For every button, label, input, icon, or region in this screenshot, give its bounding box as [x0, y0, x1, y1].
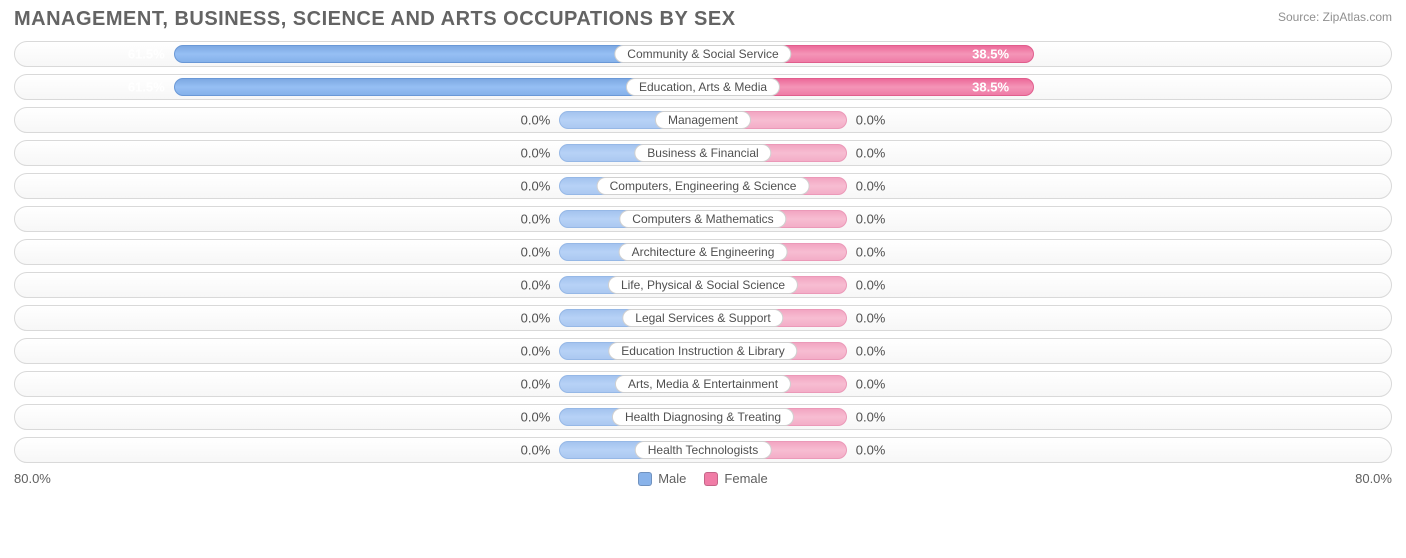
category-label: Computers & Mathematics — [619, 210, 786, 228]
category-label: Education, Arts & Media — [626, 78, 780, 96]
category-label: Health Technologists — [635, 441, 772, 459]
chart-row: 0.0% 0.0% Health Technologists — [14, 437, 1392, 463]
value-female: 0.0% — [856, 410, 886, 425]
category-label: Community & Social Service — [614, 45, 791, 63]
value-male: 0.0% — [521, 410, 551, 425]
chart-rows: 61.5%38.5%Community & Social Service61.5… — [14, 41, 1392, 463]
category-label: Education Instruction & Library — [608, 342, 797, 360]
category-label: Legal Services & Support — [622, 309, 783, 327]
category-label: Architecture & Engineering — [619, 243, 788, 261]
bar-male — [174, 78, 703, 96]
value-female: 0.0% — [856, 212, 886, 227]
legend-male-label: Male — [658, 471, 686, 486]
chart-row: 0.0% 0.0% Architecture & Engineering — [14, 239, 1392, 265]
value-female: 0.0% — [856, 113, 886, 128]
chart-row: 0.0% 0.0% Education Instruction & Library — [14, 338, 1392, 364]
value-female: 0.0% — [856, 245, 886, 260]
value-male: 0.0% — [521, 443, 551, 458]
value-male: 0.0% — [521, 377, 551, 392]
value-male: 0.0% — [521, 146, 551, 161]
chart-row: 0.0% 0.0% Legal Services & Support — [14, 305, 1392, 331]
value-male: 61.5% — [128, 47, 165, 62]
value-female: 38.5% — [972, 47, 1009, 62]
value-male: 0.0% — [521, 212, 551, 227]
swatch-male-icon — [638, 472, 652, 486]
value-female: 0.0% — [856, 443, 886, 458]
value-male: 0.0% — [521, 179, 551, 194]
chart-row: 61.5% 38.5% Education, Arts & Media — [14, 74, 1392, 100]
value-female: 38.5% — [972, 80, 1009, 95]
category-label: Computers, Engineering & Science — [597, 177, 810, 195]
chart-row: 0.0% 0.0% Management — [14, 107, 1392, 133]
value-male: 0.0% — [521, 278, 551, 293]
value-male: 0.0% — [521, 344, 551, 359]
category-label: Life, Physical & Social Science — [608, 276, 798, 294]
chart-row: 0.0% 0.0% Business & Financial — [14, 140, 1392, 166]
chart-row: 0.0% 0.0% Life, Physical & Social Science — [14, 272, 1392, 298]
value-male: 0.0% — [521, 245, 551, 260]
value-male: 0.0% — [521, 311, 551, 326]
swatch-female-icon — [704, 472, 718, 486]
value-female: 0.0% — [856, 377, 886, 392]
chart-title: MANAGEMENT, BUSINESS, SCIENCE AND ARTS O… — [14, 8, 736, 31]
chart-source: Source: ZipAtlas.com — [1278, 10, 1392, 24]
legend-item-male: Male — [638, 471, 686, 486]
category-label: Business & Financial — [634, 144, 771, 162]
axis-right-label: 80.0% — [1355, 471, 1392, 486]
chart-row: 0.0% 0.0% Arts, Media & Entertainment — [14, 371, 1392, 397]
value-male: 61.5% — [128, 80, 165, 95]
axis-left-label: 80.0% — [14, 471, 51, 486]
legend-item-female: Female — [704, 471, 767, 486]
chart-container: MANAGEMENT, BUSINESS, SCIENCE AND ARTS O… — [0, 0, 1406, 558]
value-male: 0.0% — [521, 113, 551, 128]
value-female: 0.0% — [856, 179, 886, 194]
category-label: Arts, Media & Entertainment — [615, 375, 791, 393]
value-female: 0.0% — [856, 146, 886, 161]
legend-female-label: Female — [724, 471, 767, 486]
value-female: 0.0% — [856, 278, 886, 293]
legend: Male Female — [638, 471, 768, 486]
value-female: 0.0% — [856, 311, 886, 326]
chart-row: 61.5% 38.5% Community & Social Service — [14, 41, 1392, 67]
chart-row: 0.0% 0.0% Computers & Mathematics — [14, 206, 1392, 232]
value-female: 0.0% — [856, 344, 886, 359]
category-label: Management — [655, 111, 751, 129]
chart-row: 0.0% 0.0% Computers, Engineering & Science — [14, 173, 1392, 199]
chart-header: MANAGEMENT, BUSINESS, SCIENCE AND ARTS O… — [14, 8, 1392, 31]
chart-footer: 80.0% Male Female 80.0% — [14, 471, 1392, 486]
category-label: Health Diagnosing & Treating — [612, 408, 794, 426]
chart-row: 0.0% 0.0% Health Diagnosing & Treating — [14, 404, 1392, 430]
